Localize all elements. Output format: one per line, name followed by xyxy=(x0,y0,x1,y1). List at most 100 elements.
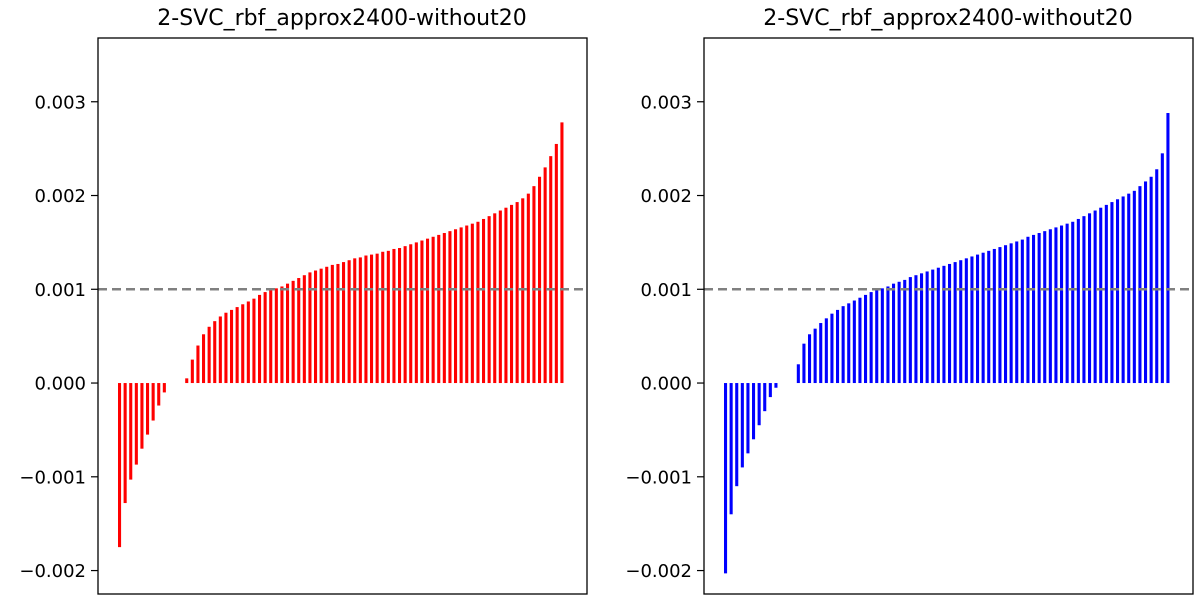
bar-right xyxy=(948,263,952,384)
bar-right xyxy=(1104,204,1108,384)
y-tick-label-left: −0.002 xyxy=(19,561,86,582)
bar-right xyxy=(724,383,728,574)
bar-right xyxy=(1037,233,1041,384)
bar-right xyxy=(1144,181,1148,384)
bar-right xyxy=(819,323,823,384)
bar-left xyxy=(134,383,138,465)
bar-left xyxy=(532,186,536,384)
bar-right xyxy=(920,273,924,384)
bar-left xyxy=(459,227,463,384)
bar-right xyxy=(746,383,750,454)
bar-right xyxy=(936,267,940,384)
bar-right xyxy=(914,275,918,384)
bar-left xyxy=(375,253,379,384)
bar-left xyxy=(448,231,452,384)
bar-left xyxy=(554,143,558,384)
bar-left xyxy=(504,207,508,384)
bar-left xyxy=(330,264,334,384)
bar-right xyxy=(852,300,856,384)
bar-right xyxy=(1116,199,1120,384)
bar-right xyxy=(740,383,744,468)
bar-right xyxy=(897,281,901,384)
bar-left xyxy=(515,202,519,384)
bar-left xyxy=(409,244,413,384)
bar-series-right xyxy=(724,113,1170,574)
bar-left xyxy=(493,213,497,384)
bar-left xyxy=(560,122,564,384)
bar-right xyxy=(869,292,873,384)
bar-left xyxy=(549,156,553,384)
bar-left xyxy=(465,225,469,384)
y-tick-label-left: 0.003 xyxy=(34,92,86,113)
y-tick-label-right: 0.003 xyxy=(640,92,692,113)
bar-left xyxy=(129,383,133,480)
bar-left xyxy=(521,198,525,384)
bar-left xyxy=(202,334,206,384)
bar-left xyxy=(213,321,217,384)
bar-right xyxy=(981,252,985,384)
bar-right xyxy=(796,364,800,384)
bar-right xyxy=(1076,218,1080,384)
bar-left xyxy=(370,254,374,384)
bar-left xyxy=(302,275,306,384)
bar-left xyxy=(510,204,514,384)
chart-title-right: 2-SVC_rbf_approx2400-without20 xyxy=(763,6,1132,31)
bar-left xyxy=(538,176,542,384)
bar-right xyxy=(774,383,778,388)
chart-panel-right: 2-SVC_rbf_approx2400-without20 −0.002−0.… xyxy=(625,6,1194,595)
bar-series-left xyxy=(118,122,564,548)
bar-right xyxy=(802,343,806,384)
bar-left xyxy=(526,193,530,384)
bar-right xyxy=(908,277,912,384)
bar-right xyxy=(858,297,862,384)
bar-right xyxy=(964,258,968,384)
bar-right xyxy=(1155,169,1159,384)
bar-left xyxy=(498,210,502,384)
bar-left xyxy=(140,383,144,449)
bar-left xyxy=(364,255,368,384)
bar-right xyxy=(1110,202,1114,384)
bar-right xyxy=(847,303,851,384)
bar-right xyxy=(1071,221,1075,384)
bar-left xyxy=(280,286,284,384)
bar-left xyxy=(414,242,418,384)
bar-right xyxy=(987,250,991,384)
bar-right xyxy=(925,271,929,384)
bar-left xyxy=(308,272,312,384)
bar-right xyxy=(1065,223,1069,384)
y-axis-left: −0.002 −0.001 0.000 0.001 0.002 0.003 xyxy=(19,92,98,582)
bar-left xyxy=(162,383,166,393)
bar-right xyxy=(813,328,817,384)
bar-right xyxy=(864,294,868,384)
bar-left xyxy=(196,345,200,384)
bar-right xyxy=(970,256,974,384)
bar-left xyxy=(543,167,547,384)
y-tick-label-left: −0.001 xyxy=(19,467,86,488)
bar-left xyxy=(246,301,250,384)
bar-right xyxy=(1043,231,1047,384)
bar-left xyxy=(151,383,155,421)
bar-right xyxy=(1026,236,1030,384)
bar-right xyxy=(886,286,890,384)
bar-left xyxy=(381,251,385,384)
bar-right xyxy=(735,383,739,487)
y-tick-label-left: 0.000 xyxy=(34,374,86,395)
bar-left xyxy=(325,266,329,384)
bar-right xyxy=(768,383,772,398)
bar-left xyxy=(118,383,122,548)
bar-right xyxy=(1121,196,1125,384)
plot-frame-left xyxy=(97,37,588,595)
bar-left xyxy=(336,263,340,384)
bar-left xyxy=(190,359,194,384)
bar-left xyxy=(420,240,424,384)
bar-right xyxy=(875,290,879,384)
bar-left xyxy=(454,229,458,384)
bar-left xyxy=(470,223,474,384)
y-tick-label-left: 0.002 xyxy=(34,186,86,207)
bar-right xyxy=(1160,153,1164,384)
bar-right xyxy=(830,313,834,384)
bar-right xyxy=(942,265,946,384)
bar-right xyxy=(1009,243,1013,384)
bar-left xyxy=(487,216,491,384)
bar-right xyxy=(1015,241,1019,384)
